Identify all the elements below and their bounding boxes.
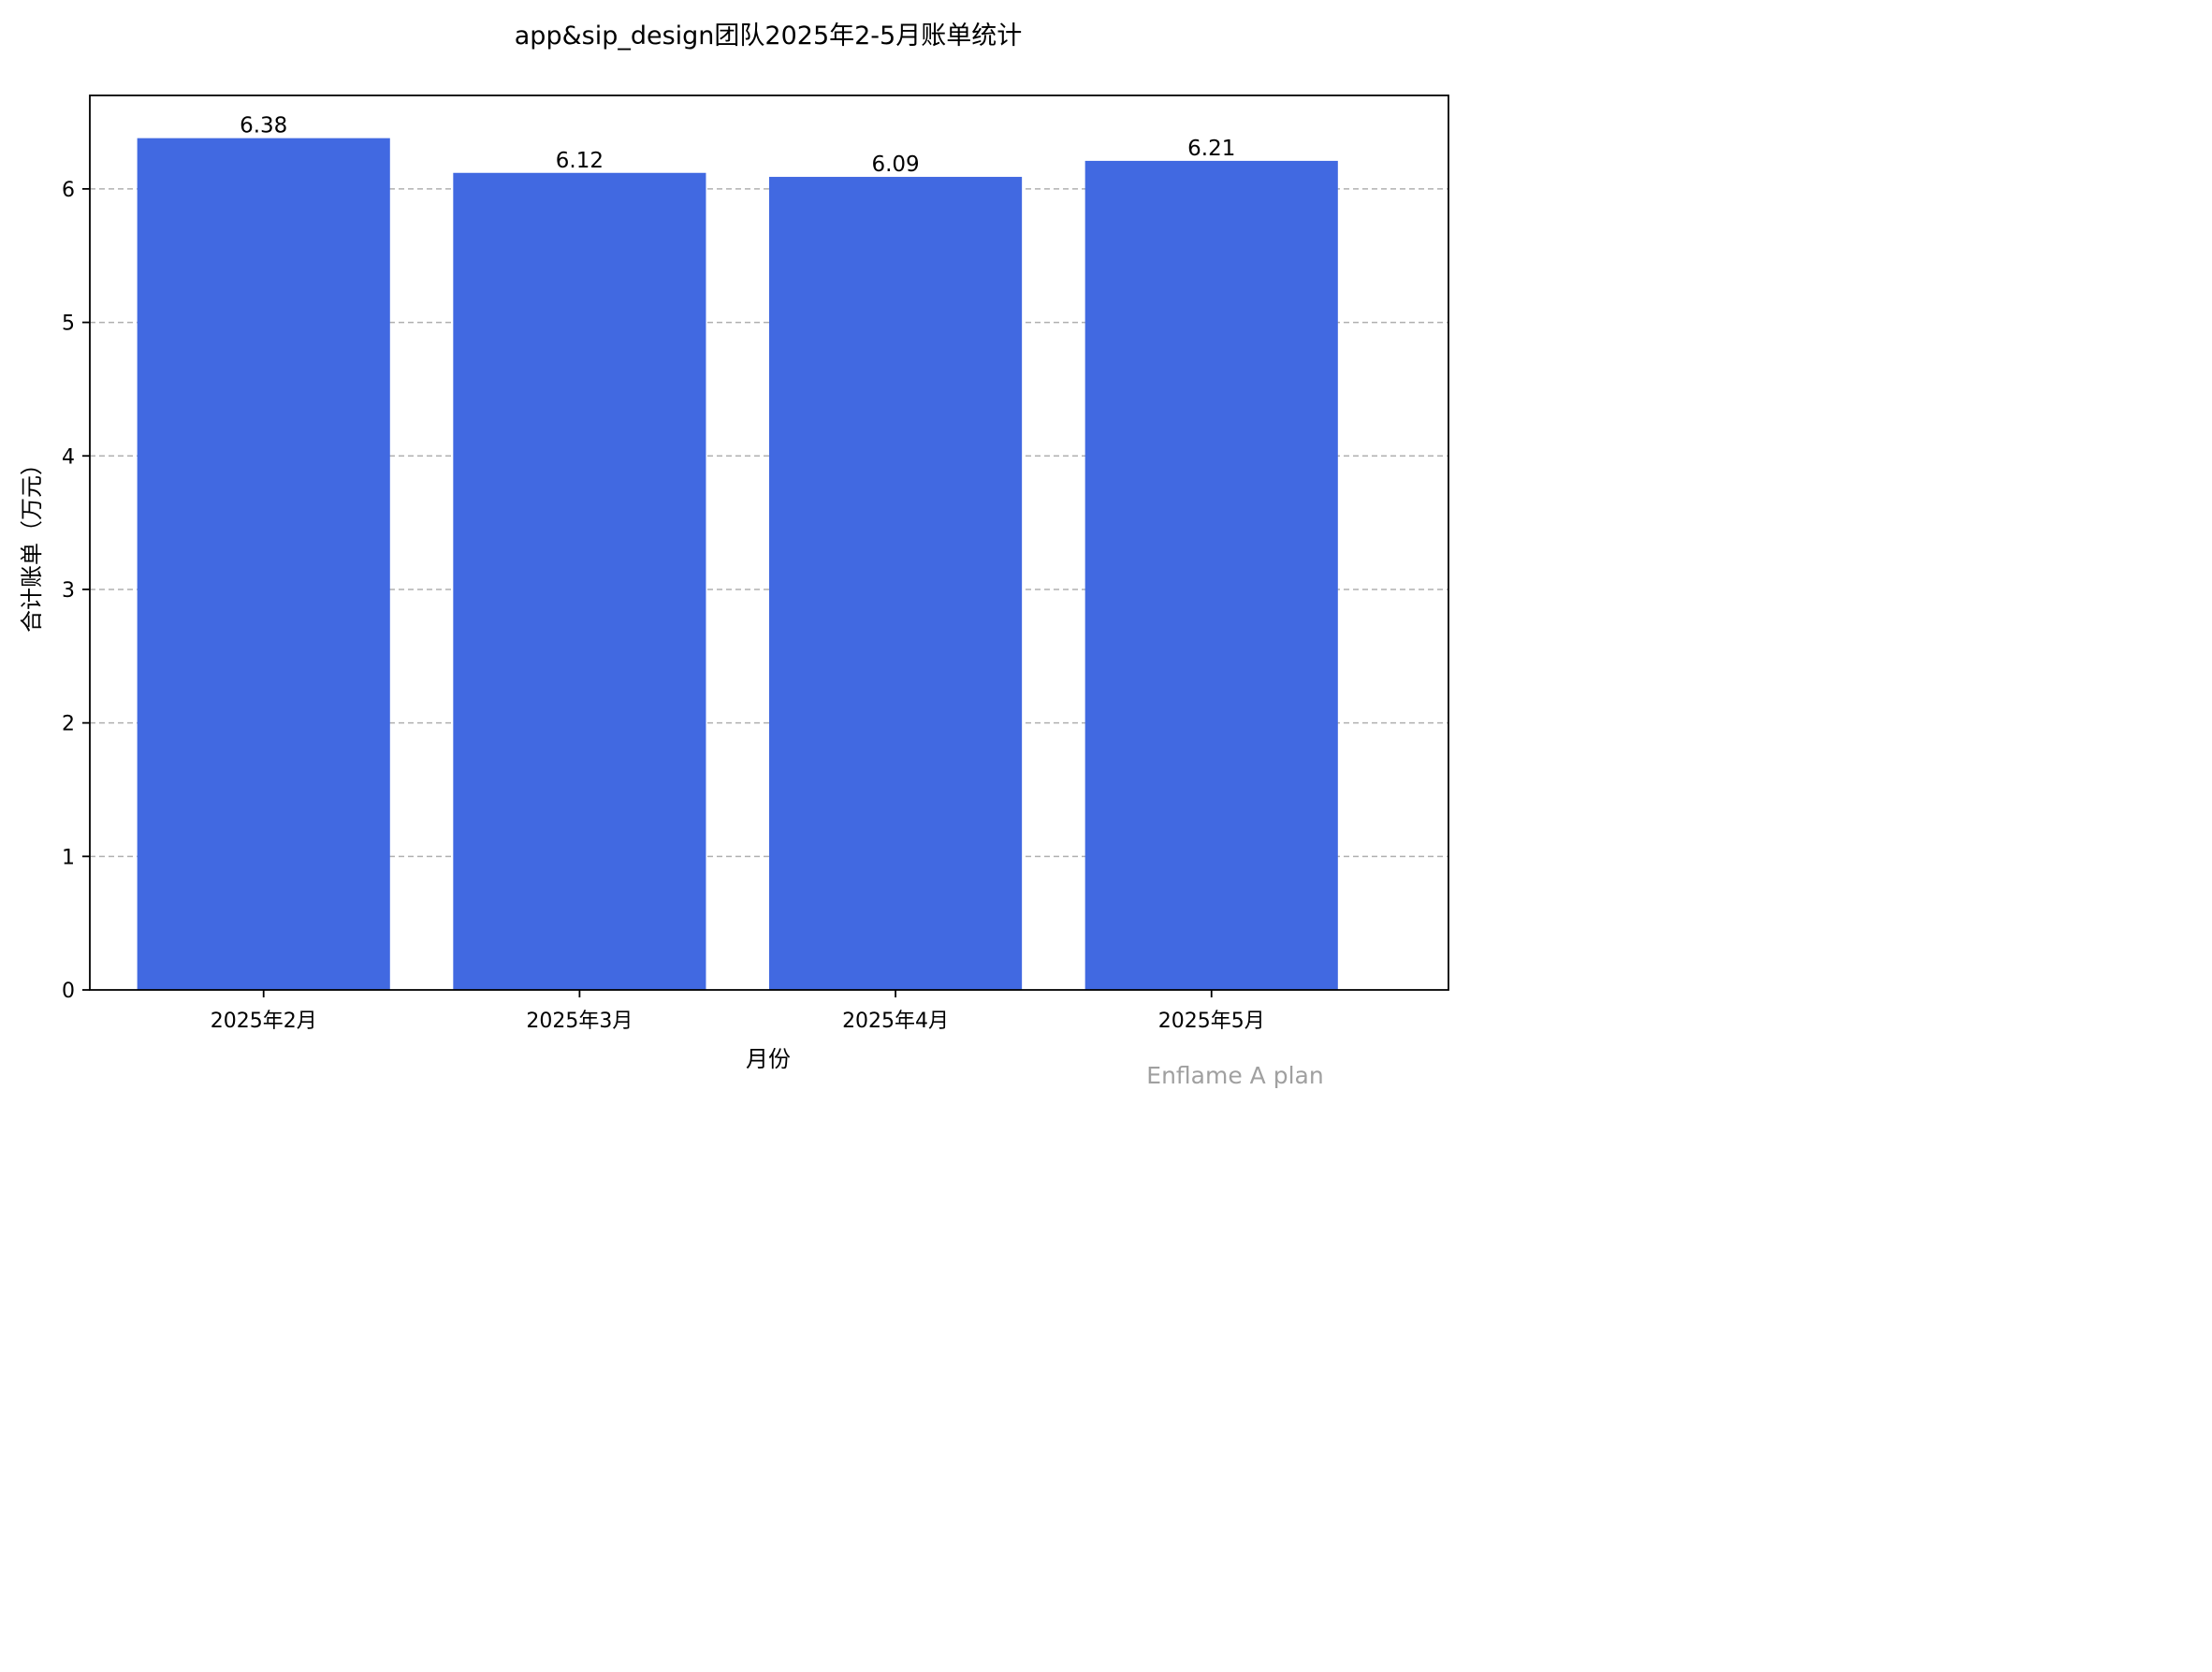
y-tick-label: 5 <box>62 313 75 336</box>
bar-chart: app&sip_design团队2025年2-5月账单统计 6.386.12 6.… <box>19 22 1449 1089</box>
y-axis-label: 合计账单（万元） <box>19 453 45 632</box>
bar-value-label: 6.09 <box>871 153 919 177</box>
x-tick-label: 2025年4月 <box>842 1010 949 1033</box>
y-tick-label: 2 <box>62 713 75 736</box>
x-tick-label: 2025年2月 <box>211 1010 317 1033</box>
bar-value-label: 6.21 <box>1187 137 1235 161</box>
y-axis-ticks: 0 1 2 3 4 5 6 <box>62 179 90 1003</box>
x-axis-ticks: 2025年2月 2025年3月 2025年4月 2025年5月 <box>211 990 1265 1033</box>
y-tick-label: 3 <box>62 579 75 603</box>
chart-title: app&sip_design团队2025年2-5月账单统计 <box>515 22 1022 51</box>
bar-value-label: 6.38 <box>240 114 287 138</box>
bar <box>453 172 706 991</box>
bar <box>1084 160 1338 991</box>
x-tick-label: 2025年5月 <box>1158 1010 1265 1033</box>
bar-value-label: 6.12 <box>556 149 604 173</box>
bar <box>769 177 1023 990</box>
bar <box>137 138 390 991</box>
x-axis-label: 月份 <box>746 1046 791 1072</box>
y-tick-label: 1 <box>62 846 75 869</box>
plot-frame <box>89 95 1449 991</box>
bars <box>137 138 1338 991</box>
watermark-text: Enflame A plan <box>1146 1062 1323 1089</box>
x-tick-label: 2025年3月 <box>526 1010 633 1033</box>
y-tick-label: 4 <box>62 445 75 469</box>
data-labels: 6.38 6.12 6.09 6.21 <box>240 114 1235 177</box>
y-tick-label: 0 <box>62 980 75 1003</box>
y-tick-label: 6 <box>62 179 75 202</box>
